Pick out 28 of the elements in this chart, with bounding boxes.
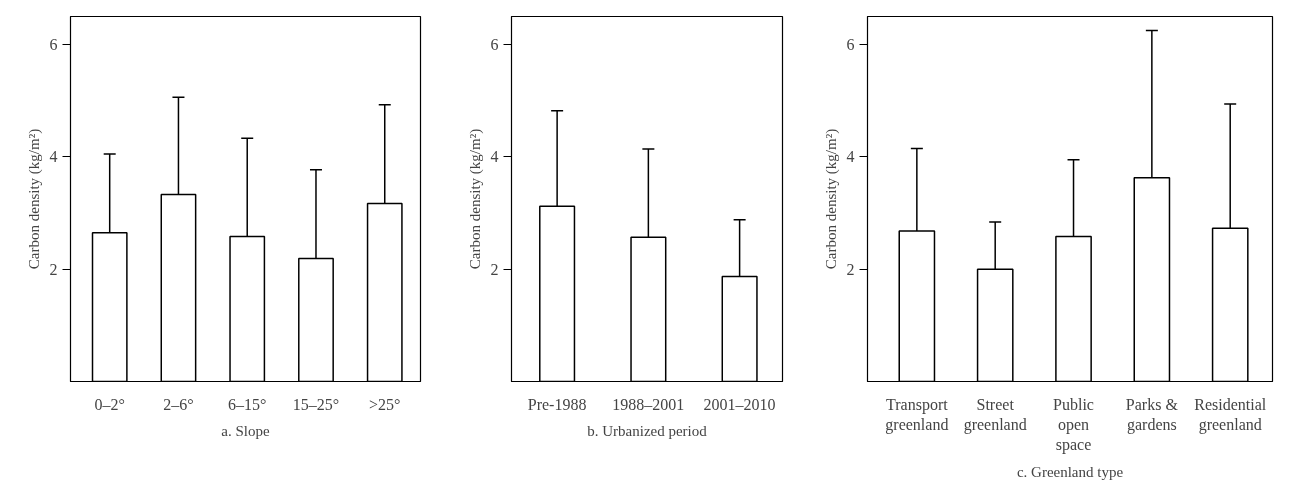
text: b. Urbanized period [587, 422, 708, 439]
x-tick-label: Parks & gardens [1125, 395, 1179, 434]
x-tick-label: 1988–2001 [612, 395, 685, 413]
y-tick-label: 6 [490, 36, 499, 54]
text: a. Slope [221, 422, 270, 439]
y-axis-title: Carbon density (kg/m²) [822, 128, 840, 270]
x-tick-label: 2–6° [163, 395, 194, 413]
x-tick-label: 0–2° [94, 395, 125, 413]
x-tick-label: 15–25° [292, 395, 340, 413]
x-tick-label: >25° [369, 395, 401, 413]
x-tick-label: Street greenland [963, 395, 1027, 434]
y-tick-label: 4 [49, 148, 58, 166]
y-axis-title: Carbon density (kg/m²) [466, 128, 484, 270]
y-tick-label: 2 [846, 260, 855, 278]
y-tick-label: 2 [490, 260, 499, 278]
y-tick-label: 4 [490, 148, 499, 166]
x-tick-label: Public open space [1053, 395, 1094, 455]
y-tick-label: 6 [49, 36, 58, 54]
y-tick-label: 6 [846, 36, 855, 54]
x-tick-label: 6–15° [228, 395, 267, 413]
y-tick-label: 2 [49, 260, 58, 278]
x-tick-label: Pre-1988 [527, 395, 587, 413]
y-tick-label: 4 [846, 148, 855, 166]
text: c. Greenland type [1016, 463, 1124, 480]
x-tick-label: Residential greenland [1194, 395, 1267, 434]
x-tick-label: Transport greenland [885, 395, 949, 434]
x-tick-label: 2001–2010 [703, 395, 776, 413]
y-axis-title: Carbon density (kg/m²) [25, 128, 43, 270]
